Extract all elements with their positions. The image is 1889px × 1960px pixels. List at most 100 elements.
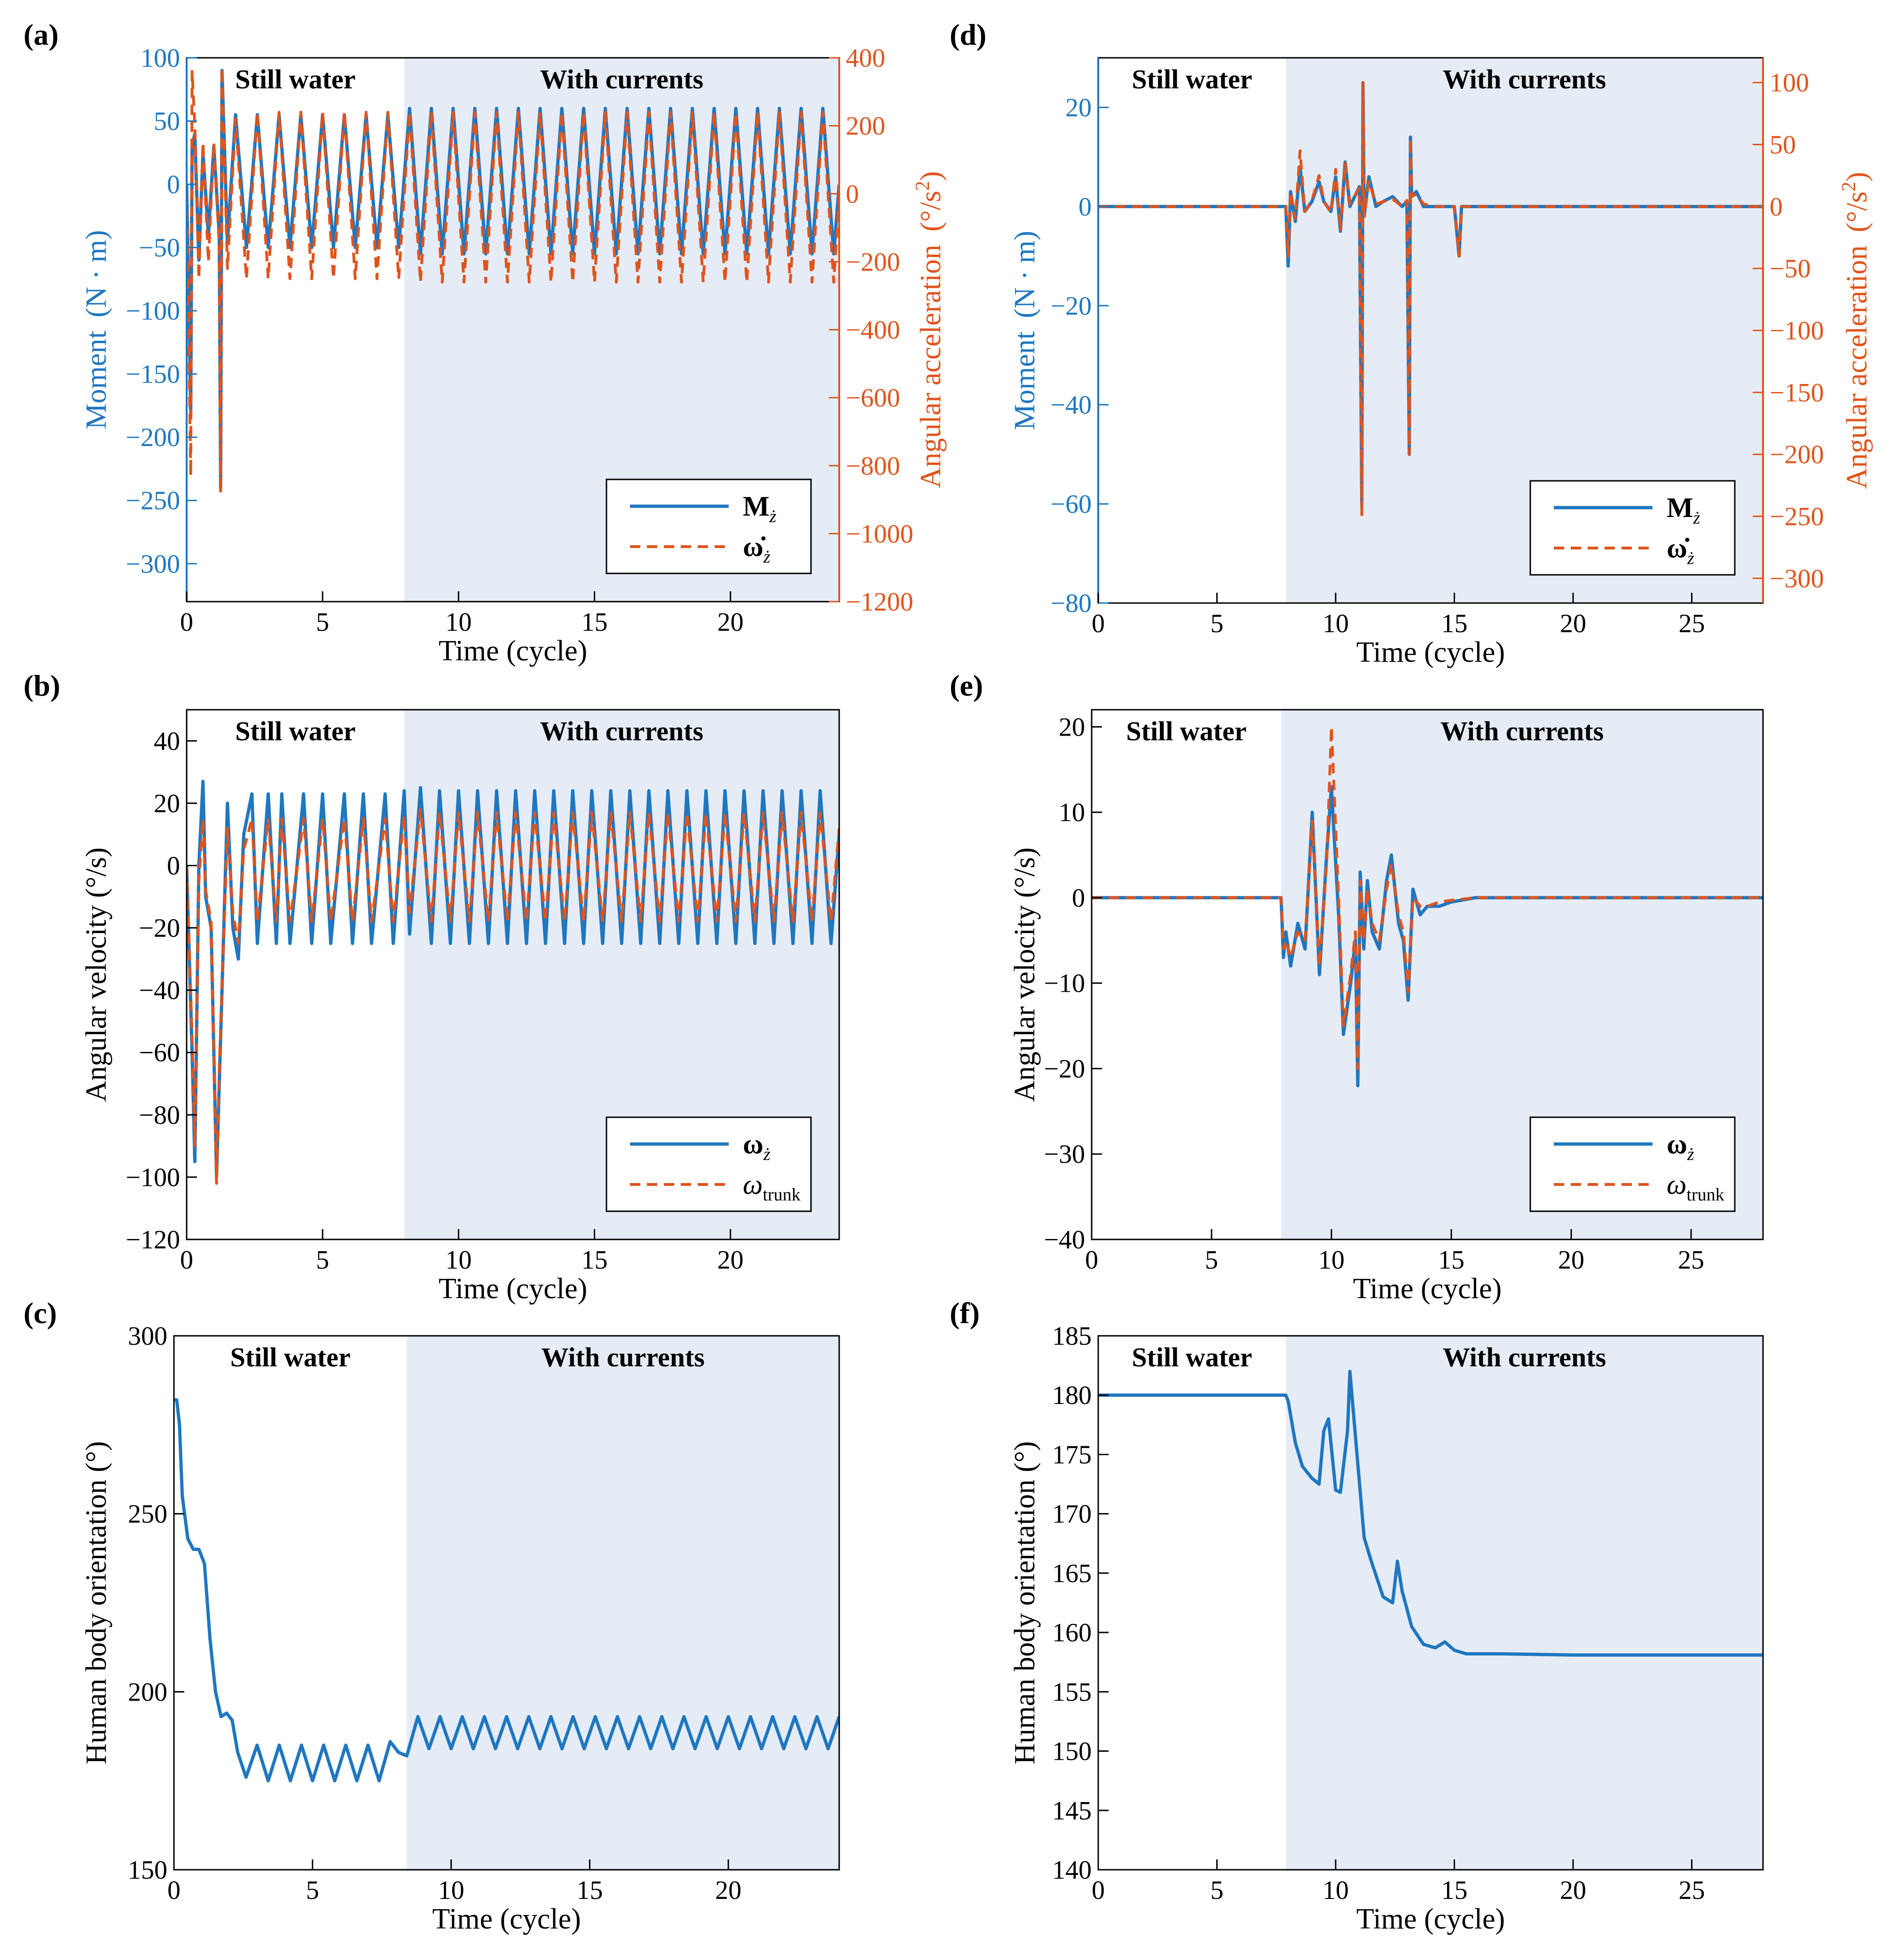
series-line-omega_dot_z	[187, 66, 839, 494]
legend-box	[1529, 480, 1736, 576]
y-tick-label: 165	[1052, 1559, 1092, 1588]
legend-symbol: ω̇	[1667, 533, 1690, 564]
x-tick-label: 15	[576, 1876, 603, 1905]
legend-entry: ω̇ż	[1667, 533, 1694, 568]
y-tick-label: −20	[1050, 291, 1092, 321]
legend-subscript: ż	[1687, 549, 1694, 568]
y-tick-label: 160	[1052, 1618, 1092, 1647]
legend-entry: ω̇ż	[743, 531, 771, 567]
y-tick-label: −40	[1050, 391, 1092, 420]
y-tick-label: 150	[1052, 1737, 1092, 1766]
x-tick-label: 20	[1558, 1246, 1584, 1275]
series-group	[174, 1398, 839, 1783]
y-axis-label: Angular velocity (°/s)	[1009, 847, 1041, 1102]
x-tick-label: 10	[438, 1876, 464, 1905]
series-group	[187, 66, 839, 494]
y2-tick-label: −400	[846, 316, 900, 345]
x-tick-label: 25	[1679, 609, 1705, 638]
region-title: With currents	[1443, 64, 1606, 94]
panel-f: (f) Still water With currents 0 5 10 15 20 25 185…	[950, 1296, 1764, 1935]
y2-tick-label: −200	[846, 248, 900, 277]
y-tick-label: 0	[1072, 884, 1085, 913]
y-tick-label: −80	[139, 1101, 180, 1130]
legend-entry: Mż	[1667, 492, 1700, 528]
y-tick-label: 20	[154, 789, 180, 818]
x-tick-label: 15	[1441, 1876, 1468, 1905]
region-title: Still water	[235, 716, 355, 746]
legend-symbol: M	[1667, 492, 1693, 523]
y2-tick-label: −50	[1770, 254, 1811, 283]
y-tick-label: 20	[1065, 93, 1092, 122]
panel-label: (e)	[950, 669, 983, 702]
x-axis-label: Time (cycle)	[1356, 1903, 1505, 1935]
legend-symbol: ω̇	[743, 531, 766, 562]
x-tick-label: 25	[1678, 1246, 1704, 1275]
legend-subscript: ż	[763, 547, 771, 567]
series-line-omega_trunk	[1092, 725, 1763, 1070]
legend-symbol: ω	[743, 1169, 763, 1200]
region-title: With currents	[1443, 1342, 1606, 1372]
series-group	[1098, 1370, 1763, 1657]
panel-e: (e) Still water With currents 0 5 10 15 20 25 20 1…	[950, 669, 1764, 1305]
series-line-omega_trunk	[187, 808, 839, 1185]
plot-frame	[1097, 1335, 1764, 1871]
x-tick-label: 0	[180, 1246, 193, 1275]
y2-tick-label: 400	[846, 44, 885, 73]
y-tick-label: 20	[1059, 713, 1085, 742]
x-tick-label: 20	[1560, 609, 1586, 638]
y2-tick-label: 50	[1770, 131, 1796, 160]
y-axis-label: Moment (N · m)	[80, 230, 112, 429]
y2-axis-label-sup: 2	[912, 181, 934, 191]
x-tick-label: 5	[316, 608, 329, 637]
series-group	[1092, 725, 1763, 1088]
plot-frame	[1091, 709, 1764, 1240]
y-tick-label: −80	[1050, 589, 1092, 618]
y-tick-label: 150	[128, 1856, 167, 1885]
x-tick-label: 5	[1211, 1876, 1224, 1905]
legend-subscript: ż	[1687, 1145, 1694, 1164]
legend-entry: ωż	[1667, 1129, 1694, 1164]
y2-axis-label: Angular acceleration (°/s2)	[1838, 172, 1873, 489]
y-tick-label: 170	[1052, 1500, 1092, 1529]
series-line-omega_dot_z	[1098, 81, 1763, 518]
y-tick-label: −40	[1044, 1225, 1085, 1254]
y-tick-label: −40	[139, 976, 180, 1005]
y-tick-label: −10	[1044, 969, 1085, 998]
y-tick-label: −50	[139, 234, 180, 263]
y-tick-label: 100	[141, 44, 180, 73]
x-tick-label: 0	[1092, 609, 1105, 638]
series-line-orientation	[1098, 1370, 1763, 1657]
x-tick-label: 20	[717, 1246, 744, 1275]
x-tick-label: 10	[1322, 609, 1349, 638]
plot-frame	[186, 709, 840, 1240]
legend-subscript: ż	[1693, 508, 1700, 528]
y-axis-label: Moment (N · m)	[1009, 231, 1041, 430]
legend-entry: Mż	[743, 491, 777, 526]
y-tick-label: −300	[126, 549, 180, 579]
y-axis-label-main: Moment	[80, 330, 112, 429]
y-axis-label: Human body orientation (°)	[80, 1441, 112, 1764]
x-tick-label: 10	[1322, 1876, 1349, 1905]
x-axis-label: Time (cycle)	[439, 635, 587, 667]
y-tick-label: 0	[167, 170, 180, 199]
panel-label: (c)	[24, 1296, 57, 1330]
region-title: With currents	[540, 716, 703, 746]
y2-tick-label: 0	[846, 180, 859, 209]
legend-subscript: ż	[769, 507, 777, 526]
legend-entry: ωtrunk	[1667, 1169, 1724, 1205]
y2-axis-label-main: Angular acceleration	[915, 245, 947, 488]
y-tick-label: 300	[128, 1322, 167, 1351]
legend-box	[606, 1116, 812, 1212]
x-tick-label: 10	[445, 608, 472, 637]
x-tick-label: 5	[316, 1246, 329, 1275]
panel-label: (b)	[24, 669, 60, 702]
legend-entry: ωż	[743, 1129, 771, 1164]
region-title: Still water	[1126, 716, 1246, 746]
y-tick-label: −60	[1050, 490, 1092, 519]
legend-symbol: ω	[1667, 1129, 1687, 1160]
x-axis-label: Time (cycle)	[1356, 636, 1505, 668]
y2-tick-label: −100	[1770, 316, 1824, 345]
y-tick-label: 185	[1052, 1322, 1092, 1351]
region-title: With currents	[541, 1342, 704, 1372]
